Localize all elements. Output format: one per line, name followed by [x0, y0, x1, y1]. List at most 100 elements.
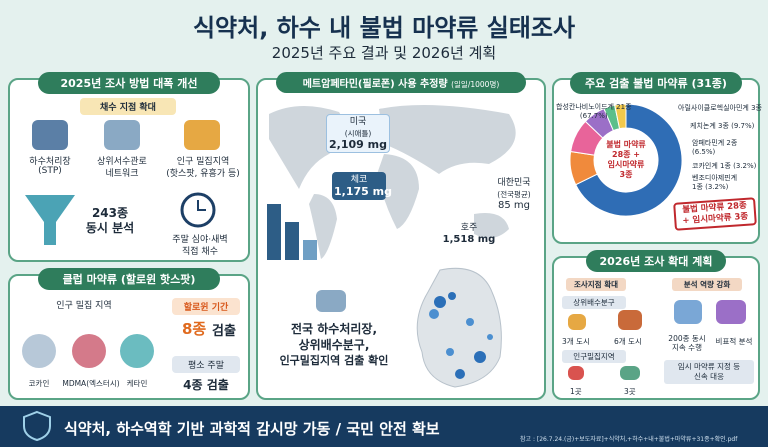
club-area: 인구 밀집 지역: [56, 301, 112, 311]
seg-label: 케치논계 3종 (9.7%): [690, 122, 755, 130]
seg-label: 벤조디아제핀계: [692, 174, 738, 182]
site-sub: (핫스팟, 유흥가 등): [166, 169, 240, 179]
method-title: 2025년 조사 방법 대폭 개선: [38, 72, 220, 94]
ketamine-icon: [120, 334, 154, 368]
center-line: 28종 +: [612, 150, 640, 159]
country: 체코: [350, 175, 368, 185]
mdma-icon: [72, 334, 106, 368]
sampling-1: 주말 심야·새벽: [172, 235, 228, 245]
shield-icon: [23, 410, 51, 442]
country: 호주: [460, 223, 478, 233]
pin-icon: [620, 366, 640, 380]
country: 미국: [349, 117, 367, 127]
response: 임시 마약류 지정 등 신속 대응: [664, 360, 754, 384]
drugs-title: 주요 검출 불법 마약류 (31종): [570, 72, 742, 94]
country-sub: (전국평균): [497, 190, 531, 199]
donut-center: 불법 마약류 28종 + 임시마약류 3종: [598, 140, 654, 180]
site-sub: 네트워크: [105, 169, 139, 179]
seg-label: 코카인계 1종 (3.2%): [692, 162, 757, 170]
weekend-result: 4종 검출: [183, 378, 229, 392]
item-line: 200종 동시: [668, 334, 706, 343]
dense-label: 인구밀집지역: [562, 350, 626, 363]
country-value: 2,109 mg: [329, 138, 387, 151]
seg-label: 아릴사이클로헥실아민계 3종: [678, 104, 762, 112]
source: 참고 : [26.7.24.(금)+보도자료]+식약처,+하수+내+불법+마약류…: [520, 436, 738, 443]
plant-icon: [316, 290, 346, 312]
finding: 상위배수분구,: [298, 338, 370, 352]
drug-name: 코카인: [28, 379, 50, 388]
method-subtitle: 채수 지점 확대: [80, 98, 176, 115]
halloween-suffix: 검출: [212, 324, 236, 339]
stamp: 불법 마약류 28종 + 임시마약류 3종: [673, 197, 757, 231]
country-value: 85 mg: [498, 200, 530, 211]
dense-from: 1곳: [570, 387, 582, 396]
korea-box: 대한민국 (전국평균) 85 mg: [486, 178, 542, 211]
seg-pct: (67.7%): [579, 112, 608, 120]
upper-to: 6개 도시: [614, 337, 642, 346]
seg-pct: 1종 (3.2%): [692, 183, 729, 191]
center-line: 임시마약류: [607, 160, 645, 169]
donut-hole: [596, 130, 656, 190]
drug-name: MDMA(엑스터시): [62, 379, 120, 388]
item-line: 지속 수행: [672, 343, 702, 352]
plan-title: 2026년 조사 확대 계획: [586, 250, 726, 272]
donut-chart: [569, 103, 683, 217]
donut-segment: [575, 103, 683, 217]
drug-name: 케타민: [126, 379, 148, 388]
pipe-icon: [104, 120, 140, 150]
country-sub: (시애틀): [344, 129, 372, 138]
city-icon: [184, 120, 220, 150]
pin-icon: [568, 366, 584, 380]
seg-label-5: 벤조디아제핀계 1종 (3.2%): [692, 174, 737, 192]
response-line: 신속 대응: [694, 372, 724, 381]
donut-segment: [614, 103, 627, 130]
site-label: 하수처리장: [29, 157, 71, 167]
analysis-icon: [716, 300, 746, 324]
seg-label: 합성칸나비노이드계 21종: [556, 103, 632, 111]
country: 대한민국: [497, 178, 531, 188]
meth-title: 메트암페타민(필로폰) 사용 추정량: [302, 79, 448, 90]
analysis-label: 동시 분석: [85, 221, 135, 235]
upper-from: 3개 도시: [562, 337, 590, 346]
site-label: 인구 밀집지역: [176, 157, 230, 167]
slogan: 식약처, 하수역학 기반 과학적 감시망 가동 / 국민 안전 확보: [64, 420, 440, 438]
stp-icon: [32, 120, 68, 150]
title: 식약처, 하수 내 불법 마약류 실태조사: [192, 14, 576, 42]
halloween-label: 할로윈 기간: [172, 298, 240, 315]
seg-label-0: 합성칸나비노이드계 21종 (67.7%): [556, 103, 632, 121]
dense-to: 3곳: [624, 387, 636, 396]
seg-label-3: 암페타민계 2종 (6.5%): [692, 139, 737, 157]
city-icon: [568, 314, 586, 330]
clock-icon: [180, 192, 216, 228]
response-line: 임시 마약류 지정 등: [677, 362, 741, 371]
korea-map: [416, 267, 502, 388]
sampling-2: 직접 채수: [182, 247, 218, 257]
finding: 인구밀집지역 검출 확인: [279, 354, 389, 367]
site-label: 상위서수관로: [97, 157, 147, 167]
upper-label: 상위배수분구: [562, 296, 626, 309]
weekend-label: 평소 주말: [172, 356, 240, 373]
club-title: 클럽 마약류 (할로윈 핫스팟): [38, 268, 220, 290]
capacity-title: 분석 역량 강화: [672, 278, 742, 291]
country-value: 1,518 mg: [442, 234, 496, 245]
halloween-count: 8종: [182, 320, 207, 338]
sites-title: 조사지점 확대: [566, 278, 626, 291]
center-line: 3종: [619, 170, 633, 179]
city-icon: [618, 310, 642, 330]
cocaine-icon: [22, 334, 56, 368]
center-line: 불법 마약류: [606, 140, 646, 149]
us-box: 미국 (시애틀) 2,109 mg: [326, 114, 390, 153]
capacity-item: 비표적 분석: [715, 337, 753, 346]
funnel-icon: [25, 195, 75, 245]
seg-label: 암페타민계 2종: [692, 139, 738, 147]
seg-pct: (6.5%): [692, 148, 716, 156]
capacity-item: 200종 동시 지속 수행: [664, 334, 710, 352]
finding: 전국 하수처리장,: [290, 322, 378, 336]
molecule-icon: [674, 300, 702, 324]
country-value: 1,175 mg: [334, 185, 392, 198]
footer: [0, 406, 768, 447]
czech-box: 체코 1,175 mg: [332, 172, 392, 200]
meth-unit: (일일/1000명): [451, 80, 500, 89]
australia-box: 호주 1,518 mg: [440, 222, 498, 246]
